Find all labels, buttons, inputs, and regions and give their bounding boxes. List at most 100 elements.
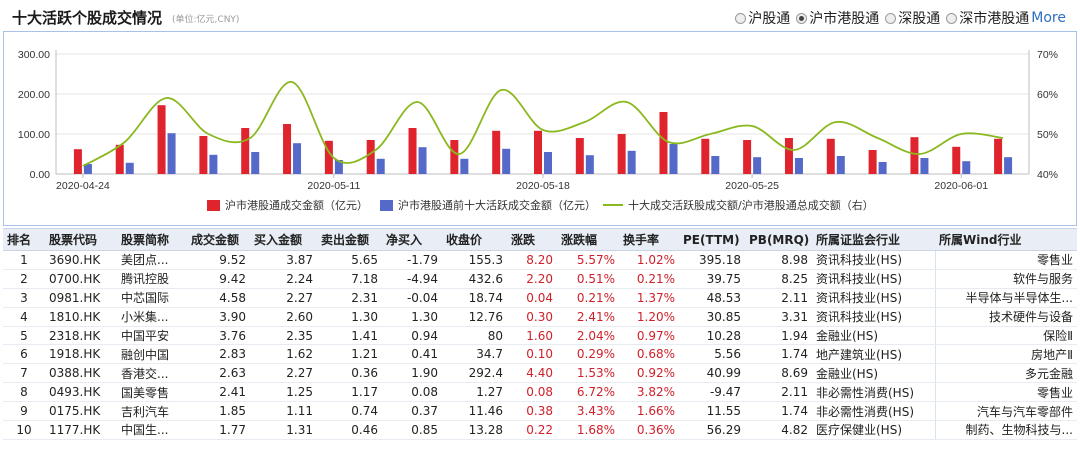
- table-cell: -4.94: [382, 269, 442, 289]
- table-cell: 2.27: [250, 288, 317, 308]
- column-header[interactable]: PB(MRQ): [745, 228, 812, 251]
- more-link[interactable]: More: [1031, 10, 1066, 26]
- table-cell: 9.52: [187, 250, 250, 270]
- radio-icon[interactable]: [735, 12, 747, 24]
- radio-checked-icon[interactable]: [796, 12, 808, 24]
- radio-sh-hk-connect[interactable]: 沪市港股通: [796, 8, 879, 28]
- column-header[interactable]: 买入金额: [250, 228, 317, 251]
- radio-icon[interactable]: [946, 12, 958, 24]
- table-cell: 2318.HK: [45, 326, 117, 346]
- table-cell: 3: [3, 288, 45, 308]
- table-row[interactable]: 5 2318.HK 中国平安 3.76 2.35 1.41 0.94 80 1.60 2.04% 0…: [3, 326, 1077, 346]
- legend-label: 沪市港股通前十大活跃成交金额（亿元）: [398, 198, 596, 212]
- column-header[interactable]: 涨跌: [507, 228, 557, 251]
- table-cell: 多元金融: [934, 363, 1077, 384]
- table-cell: 0.36: [317, 363, 382, 384]
- table-cell: 0.08: [507, 382, 557, 403]
- table-cell: 18.74: [442, 288, 507, 308]
- table-row[interactable]: 1 3690.HK 美团点... 9.52 3.87 5.65 -1.79 155.3 8.20…: [3, 250, 1077, 270]
- table-cell: 保险Ⅱ: [934, 326, 1077, 346]
- bar-turnover: [784, 138, 793, 174]
- radio-icon[interactable]: [885, 12, 897, 24]
- bar-turnover: [408, 128, 417, 174]
- table-cell: 3.82%: [619, 382, 679, 403]
- table-cell: 30.85: [679, 307, 745, 327]
- column-header[interactable]: 涨跌幅: [557, 228, 619, 251]
- column-header[interactable]: 净买入: [382, 228, 442, 251]
- table-cell: 2.60: [250, 307, 317, 327]
- legend-label: 十大成交活跃股成交额/沪市港股通总成交额（右）: [628, 198, 874, 212]
- bar-turnover: [450, 140, 459, 174]
- table-cell: 2.83: [187, 344, 250, 365]
- table-row[interactable]: 8 0493.HK 国美零售 2.41 1.25 1.17 0.08 1.27 0.08 6.72…: [3, 382, 1077, 403]
- table-cell: 1: [3, 250, 45, 270]
- y-left-tick-label: 200.00: [18, 89, 50, 101]
- table-cell: 0700.HK: [45, 269, 117, 289]
- table-cell: 0.68%: [619, 344, 679, 365]
- table-cell: 3.76: [187, 326, 250, 346]
- table-cell: 48.53: [679, 288, 745, 308]
- table-row[interactable]: 10 1177.HK 中国生... 1.77 1.31 0.46 0.85 13.28 0.22…: [3, 420, 1077, 440]
- y-left-tick-label: 100.00: [18, 129, 50, 141]
- column-header[interactable]: 排名: [3, 228, 45, 251]
- table-cell: 2.41: [187, 382, 250, 403]
- table-cell: 9: [3, 401, 45, 422]
- column-header[interactable]: 股票简称: [117, 228, 187, 251]
- table-cell: 12.76: [442, 307, 507, 327]
- trading-chart: 0.00 100.00 200.00 300.00 40% 50% 60% 70% 2020-0…: [18, 49, 1058, 212]
- table-cell: 0.29%: [557, 344, 619, 365]
- table-cell: 3.90: [187, 307, 250, 327]
- column-header[interactable]: 成交金额: [187, 228, 250, 251]
- legend-label: 沪市港股通成交金额（亿元）: [225, 198, 368, 212]
- radio-shanghai-connect[interactable]: 沪股通: [735, 8, 790, 28]
- table-cell: 1.37%: [619, 288, 679, 308]
- y-right-tick-label: 50%: [1037, 129, 1058, 141]
- table-row[interactable]: 9 0175.HK 吉利汽车 1.85 1.11 0.74 0.37 11.46 0.38 3.4…: [3, 401, 1077, 422]
- radio-shenzhen-connect[interactable]: 深股通: [885, 8, 940, 28]
- table-cell: 1.31: [250, 420, 317, 440]
- column-header[interactable]: 收盘价: [442, 228, 507, 251]
- table-cell: 1.68%: [557, 420, 619, 440]
- table-cell: 汽车与汽车零部件: [934, 401, 1077, 422]
- table-cell: 0981.HK: [45, 288, 117, 308]
- table-cell: 1.41: [317, 326, 382, 346]
- bar-top10-turnover: [669, 144, 678, 174]
- table-row[interactable]: 3 0981.HK 中芯国际 4.58 2.27 2.31 -0.04 18.74 0.04 0.…: [3, 288, 1077, 308]
- table-cell: 2.11: [745, 288, 812, 308]
- table-cell: 3.43%: [557, 401, 619, 422]
- column-header[interactable]: 换手率: [619, 228, 679, 251]
- table-cell: 432.6: [442, 269, 507, 289]
- column-header[interactable]: PE(TTM): [679, 228, 745, 251]
- table-row[interactable]: 4 1810.HK 小米集... 3.90 2.60 1.30 1.30 12.76 0.30 2…: [3, 307, 1077, 327]
- column-header[interactable]: 卖出金额: [317, 228, 382, 251]
- bar-top10-turnover: [585, 155, 594, 174]
- bar-turnover: [324, 140, 333, 174]
- column-header[interactable]: 股票代码: [45, 228, 117, 251]
- table-cell: 39.75: [679, 269, 745, 289]
- table-cell: 非必需性消费(HS): [812, 401, 935, 422]
- table-cell: 8.25: [745, 269, 812, 289]
- table-row[interactable]: 2 0700.HK 腾讯控股 9.42 2.24 7.18 -4.94 432.6 2.20 0.…: [3, 269, 1077, 289]
- table-cell: 9.42: [187, 269, 250, 289]
- table-cell: 医疗保健业(HS): [812, 420, 935, 440]
- radio-label: 深股通: [898, 11, 941, 27]
- table-cell: 中国平安: [117, 326, 187, 346]
- bar-top10-turnover: [1004, 157, 1013, 174]
- table-cell: 5.57%: [557, 250, 619, 270]
- radio-sz-hk-connect[interactable]: 深市港股通: [946, 8, 1029, 28]
- bar-turnover: [659, 112, 668, 174]
- table-cell: 10.28: [679, 326, 745, 346]
- active-stocks-table: 排名 股票代码 股票简称 成交金额 买入金额 卖出金额 净买入 收盘价 涨跌 涨跌幅 换手率 PE(T…: [3, 228, 1077, 440]
- table-cell: 2.41%: [557, 307, 619, 327]
- bar-turnover: [157, 105, 166, 174]
- column-header[interactable]: 所属Wind行业: [935, 228, 1077, 251]
- table-cell: 292.4: [442, 363, 507, 384]
- table-row[interactable]: 7 0388.HK 香港交... 2.63 2.27 0.36 1.90 292.4 4.40 1…: [3, 363, 1077, 384]
- column-header[interactable]: 所属证监会行业: [812, 228, 935, 251]
- table-cell: 1177.HK: [45, 420, 117, 440]
- table-row[interactable]: 6 1918.HK 融创中国 2.83 1.62 1.21 0.41 34.7 0.10 0.29…: [3, 344, 1077, 365]
- table-cell: 11.55: [679, 401, 745, 422]
- bar-top10-turnover: [920, 158, 929, 174]
- table-cell: 资讯科技业(HS): [812, 307, 935, 327]
- x-tick-label: 2020-05-11: [307, 180, 360, 192]
